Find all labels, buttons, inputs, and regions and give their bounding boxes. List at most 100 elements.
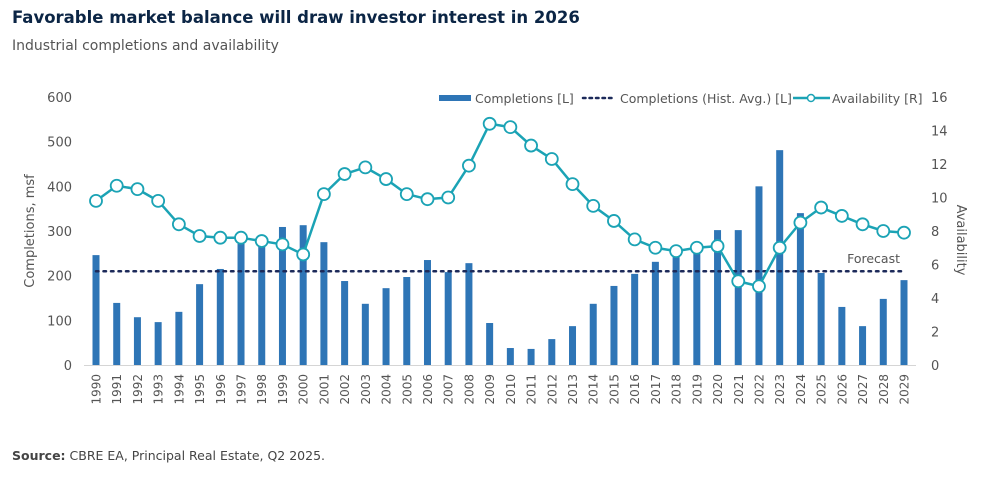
x-tick-label: 2015 [607,374,621,405]
completions-bar [92,255,100,365]
availability-point [834,209,849,223]
availability-point [524,138,538,153]
x-tick-label: 2007 [442,374,456,405]
availability-point [254,234,269,248]
completions-bar [631,273,639,365]
availability-point [399,187,414,202]
y2-tick-label: 14 [931,125,948,140]
completions-bar [341,281,349,365]
completions-bar [506,348,514,365]
y-tick-label: 300 [47,225,72,240]
completions-bar [299,225,307,365]
x-tick-label: 1995 [193,374,207,405]
x-tick-label: 2014 [587,374,601,405]
completions-bar [859,326,867,365]
y-tick-label: 100 [47,314,72,329]
y2-tick-label: 0 [931,359,939,374]
completions-bar [278,226,286,365]
completions-bar [320,242,328,365]
completions-bar [382,288,390,365]
availability-point [648,240,663,255]
x-tick-label: 2019 [690,374,704,405]
completions-bar [196,284,204,365]
x-tick-label: 2003 [359,374,373,405]
y2-tick-label: 10 [931,192,948,207]
availability-point [689,240,704,255]
x-tick-label: 2001 [317,374,331,405]
completions-bar [569,326,577,365]
availability-point [192,229,207,243]
y-tick-label: 0 [64,359,72,374]
availability-point [876,224,891,238]
completions-bar [776,150,784,365]
legend-marker-availability [806,93,816,103]
availability-point [151,193,166,208]
completions-bar [216,268,224,365]
legend [439,93,830,103]
availability-point [462,158,476,173]
completions-bar [154,322,162,365]
availability-point [731,274,746,289]
x-tick-label: 1997 [235,374,249,405]
completions-bar [465,263,473,365]
source-note: Source: CBRE EA, Principal Real Estate, … [12,448,325,463]
y2-tick-label: 16 [931,91,948,106]
availability-point [793,215,808,230]
x-tick-label: 2024 [794,374,808,405]
completions-bar [527,348,535,365]
y-tick-label: 200 [47,270,72,285]
chart-subtitle: Industrial completions and availability [12,38,279,54]
completions-bar [133,317,141,365]
availability-point [627,232,642,247]
availability-point [544,152,559,166]
x-tick-label: 1992 [131,374,145,405]
availability-point [316,187,331,202]
legend-label-availability: Availability [R] [832,91,923,106]
legend-label-hist-avg: Completions (Hist. Avg.) [L] [620,91,792,106]
y-tick-label: 600 [47,91,72,106]
y2-tick-label: 8 [931,225,939,240]
availability-point [420,192,435,207]
completions-bar [693,250,701,365]
availability-point [772,240,787,255]
availability-point [482,116,497,131]
availability-point [607,214,621,228]
completions-bar [589,303,597,365]
x-tick-label: 2018 [670,374,684,405]
x-tick-label: 1991 [110,374,124,405]
x-tick-label: 2028 [877,374,891,405]
completions-bar [672,255,680,365]
legend-label-completions: Completions [L] [475,91,574,106]
x-tick-label: 1990 [90,374,104,405]
forecast-label: Forecast [847,251,900,266]
x-tick-label: 2017 [649,374,663,405]
chart-title: Favorable market balance will draw inves… [12,8,580,27]
completions-bar [838,306,846,365]
x-tick-label: 1994 [172,374,186,405]
x-tick-label: 2006 [421,374,435,405]
availability-point [565,177,580,192]
x-tick-label: 2004 [380,374,394,405]
availability-point [586,198,601,213]
x-tick-label: 2020 [711,374,725,405]
completions-bar [734,230,742,365]
x-tick-label: 2008 [462,374,476,405]
completions-bar [486,323,494,365]
x-tick-label: 1996 [214,374,228,405]
y2-tick-label: 2 [931,326,939,341]
completions-bar [175,311,183,365]
completions-bar [796,213,804,365]
x-tick-label: 2027 [856,374,870,405]
y2-tick-label: 6 [931,259,939,274]
availability-point [130,182,145,197]
availability-point [441,190,456,205]
x-tick-label: 2010 [504,374,518,405]
x-tick-label: 2021 [732,374,746,405]
completions-bar [237,243,245,365]
y-axis-label: Completions, msf [23,174,38,288]
completions-bar [714,230,722,365]
source-label: Source: [12,448,66,463]
availability-point [669,244,684,259]
x-tick-label: 2013 [566,374,580,405]
